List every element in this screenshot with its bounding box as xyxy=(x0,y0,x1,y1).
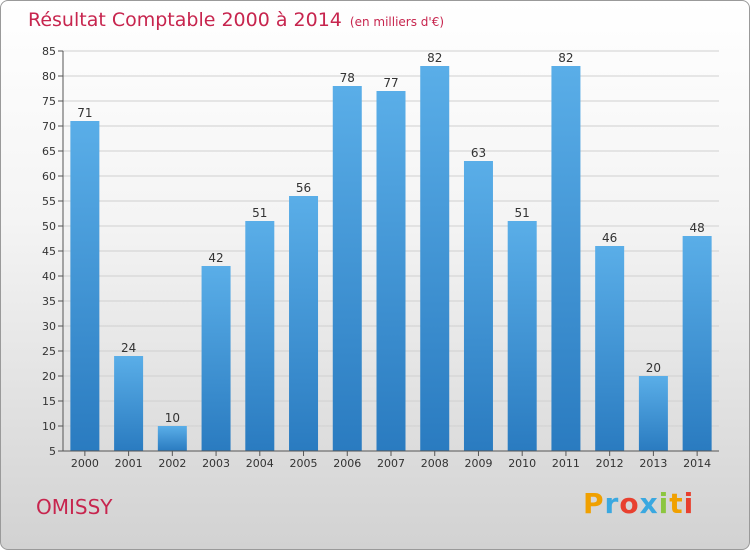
y-tick-label: 85 xyxy=(42,45,56,58)
x-tick-label: 2012 xyxy=(596,457,624,470)
value-label: 82 xyxy=(427,51,442,65)
y-tick-label: 30 xyxy=(42,320,56,333)
x-tick-label: 2013 xyxy=(639,457,667,470)
x-tick-label: 2010 xyxy=(508,457,536,470)
bar-2009 xyxy=(463,161,493,451)
value-label: 10 xyxy=(165,411,180,425)
bar-2005 xyxy=(289,196,319,451)
value-label: 71 xyxy=(77,106,92,120)
value-label: 48 xyxy=(689,221,704,235)
value-label: 51 xyxy=(252,206,267,220)
logo-letter: x xyxy=(639,487,659,520)
value-label: 63 xyxy=(471,146,486,160)
y-tick-label: 60 xyxy=(42,170,56,183)
value-label: 20 xyxy=(646,361,661,375)
bar-2002 xyxy=(157,426,187,451)
bar-2011 xyxy=(551,66,581,451)
y-tick-label: 15 xyxy=(42,395,56,408)
bar-2014 xyxy=(682,236,712,451)
bar-2012 xyxy=(595,246,625,451)
bar-2006 xyxy=(332,86,362,451)
value-label: 77 xyxy=(383,76,398,90)
proxiti-logo: Proxiti xyxy=(583,487,694,520)
value-label: 56 xyxy=(296,181,311,195)
y-tick-label: 40 xyxy=(42,270,56,283)
chart-title-text: Résultat Comptable 2000 à 2014 xyxy=(28,9,342,31)
bar-2010 xyxy=(507,221,537,451)
y-tick-label: 75 xyxy=(42,95,56,108)
axes: 5 10 15 20 25 30 35 40 45 50 55 60 65 70 75 80 85 2000 200… xyxy=(42,45,719,470)
value-label: 51 xyxy=(515,206,530,220)
y-tick-label: 35 xyxy=(42,295,56,308)
x-tick-label: 2004 xyxy=(246,457,274,470)
bar-2013 xyxy=(638,376,668,451)
y-tick-label: 70 xyxy=(42,120,56,133)
x-tick-label: 2007 xyxy=(377,457,405,470)
x-tick-label: 2009 xyxy=(464,457,492,470)
town-name: OMISSY xyxy=(36,495,113,519)
bar-2004 xyxy=(245,221,275,451)
y-tick-label: 20 xyxy=(42,370,56,383)
bars: 71 24 10 42 51 56 78 77 82 63 51 82 46 20 48 xyxy=(70,51,712,451)
bar-2000 xyxy=(70,121,100,451)
y-tick-label: 10 xyxy=(42,420,56,433)
logo-letter: o xyxy=(619,487,640,520)
value-label: 24 xyxy=(121,341,136,355)
y-tick-label: 25 xyxy=(42,345,56,358)
x-tick-label: 2000 xyxy=(71,457,99,470)
logo-letter: t xyxy=(669,487,684,520)
value-label: 42 xyxy=(208,251,223,265)
x-tick-label: 2011 xyxy=(552,457,580,470)
bar-2008 xyxy=(420,66,450,451)
bar-2001 xyxy=(114,356,144,451)
y-tick-label: 5 xyxy=(49,445,56,458)
y-tick-label: 50 xyxy=(42,220,56,233)
value-label: 82 xyxy=(558,51,573,65)
x-tick-label: 2005 xyxy=(290,457,318,470)
bar-2003 xyxy=(201,266,231,451)
y-tick-label: 45 xyxy=(42,245,56,258)
x-tick-label: 2014 xyxy=(683,457,711,470)
logo-letter: i xyxy=(683,487,695,520)
x-tick-label: 2003 xyxy=(202,457,230,470)
y-tick-label: 65 xyxy=(42,145,56,158)
chart-title: Résultat Comptable 2000 à 2014 (en millie… xyxy=(28,9,444,31)
x-tick-label: 2008 xyxy=(421,457,449,470)
value-label: 78 xyxy=(340,71,355,85)
bar-2007 xyxy=(376,91,406,451)
x-tick-label: 2006 xyxy=(333,457,361,470)
logo-letter: r xyxy=(604,487,620,520)
y-tick-label: 55 xyxy=(42,195,56,208)
y-tick-label: 80 xyxy=(42,70,56,83)
x-tick-label: 2002 xyxy=(158,457,186,470)
logo-letter: P xyxy=(583,487,605,520)
chart-unit: (en milliers d'€) xyxy=(349,15,445,29)
x-tick-label: 2001 xyxy=(115,457,143,470)
value-label: 46 xyxy=(602,231,617,245)
logo-letter: i xyxy=(658,487,670,520)
